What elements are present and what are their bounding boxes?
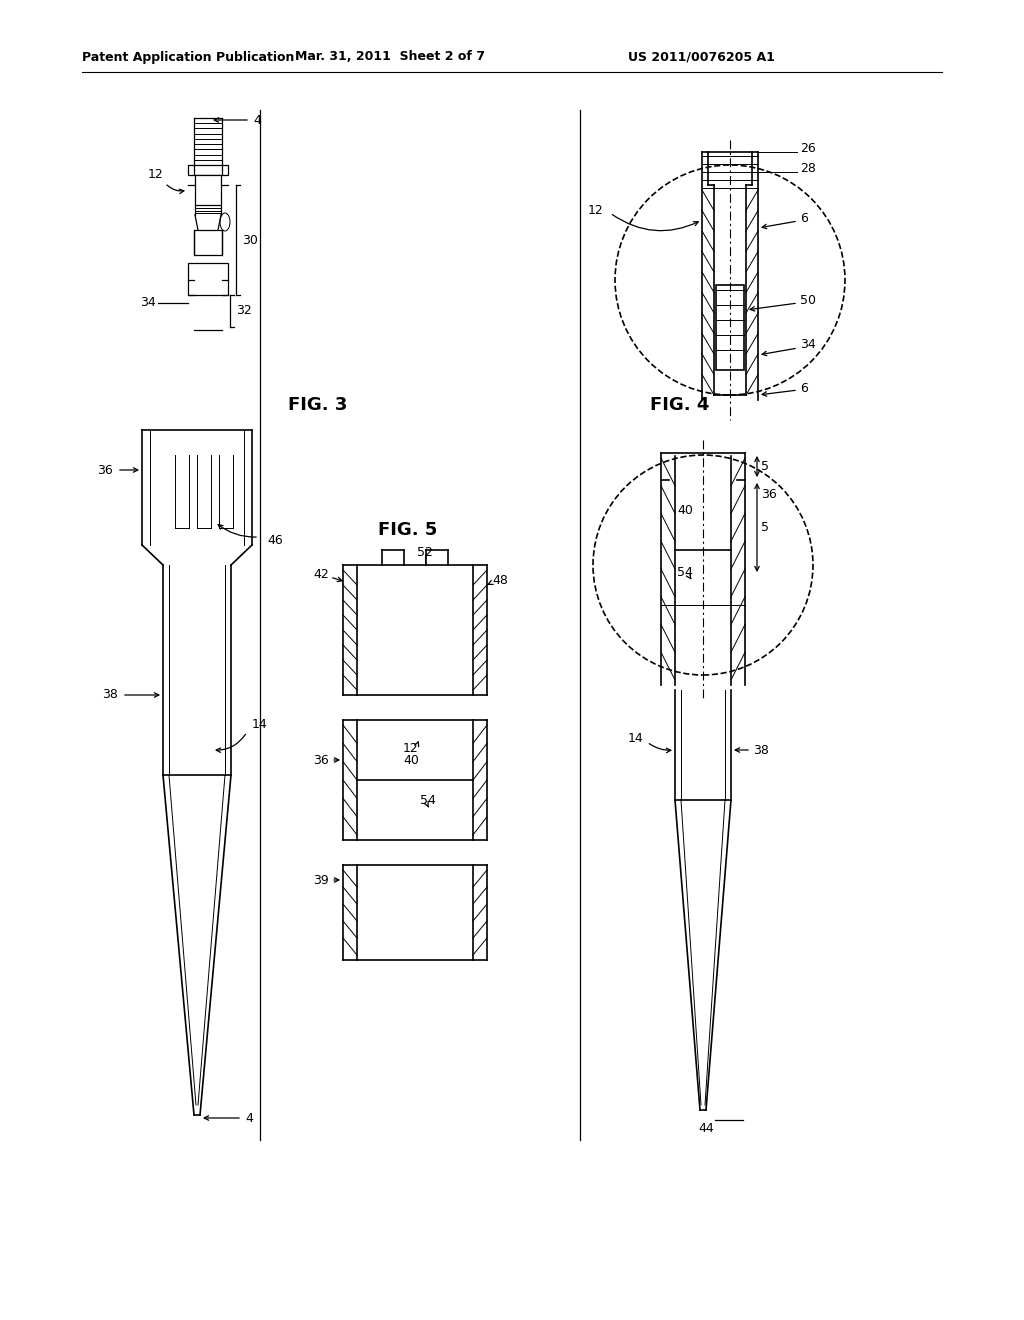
- Text: 40: 40: [677, 503, 693, 516]
- Text: 12: 12: [403, 742, 419, 755]
- FancyBboxPatch shape: [194, 230, 222, 255]
- Text: US 2011/0076205 A1: US 2011/0076205 A1: [628, 50, 775, 63]
- Text: 4: 4: [253, 114, 261, 127]
- Text: 12: 12: [588, 203, 604, 216]
- Text: 44: 44: [698, 1122, 714, 1134]
- FancyBboxPatch shape: [188, 165, 228, 176]
- Text: 26: 26: [800, 141, 816, 154]
- Text: 6: 6: [800, 211, 808, 224]
- FancyBboxPatch shape: [188, 263, 228, 294]
- Text: 5: 5: [761, 521, 769, 535]
- Text: 30: 30: [242, 234, 258, 247]
- Text: 54: 54: [420, 793, 436, 807]
- Text: 32: 32: [236, 305, 252, 318]
- Text: 28: 28: [800, 161, 816, 174]
- Text: 36: 36: [313, 754, 329, 767]
- Text: 34: 34: [800, 338, 816, 351]
- Text: Mar. 31, 2011  Sheet 2 of 7: Mar. 31, 2011 Sheet 2 of 7: [295, 50, 485, 63]
- Text: FIG. 5: FIG. 5: [378, 521, 437, 539]
- Text: 38: 38: [753, 743, 769, 756]
- Text: 46: 46: [267, 533, 283, 546]
- Text: 36: 36: [97, 463, 113, 477]
- Text: 36: 36: [761, 488, 777, 502]
- Text: 14: 14: [628, 731, 644, 744]
- Ellipse shape: [220, 213, 230, 231]
- Text: 40: 40: [403, 754, 419, 767]
- Text: Patent Application Publication: Patent Application Publication: [82, 50, 294, 63]
- FancyBboxPatch shape: [195, 176, 221, 205]
- Text: 5: 5: [761, 459, 769, 473]
- Text: 38: 38: [102, 689, 118, 701]
- Text: 42: 42: [313, 569, 329, 582]
- Text: 4: 4: [245, 1111, 253, 1125]
- Text: 6: 6: [800, 381, 808, 395]
- Text: 48: 48: [492, 573, 508, 586]
- FancyBboxPatch shape: [716, 285, 744, 370]
- Text: 39: 39: [313, 874, 329, 887]
- Text: 54: 54: [677, 565, 693, 578]
- Text: FIG. 3: FIG. 3: [289, 396, 348, 414]
- Text: 12: 12: [148, 169, 164, 181]
- Text: FIG. 4: FIG. 4: [650, 396, 710, 414]
- Text: 52: 52: [417, 545, 433, 558]
- Text: 34: 34: [140, 297, 156, 309]
- Text: 14: 14: [252, 718, 267, 731]
- Text: 50: 50: [800, 293, 816, 306]
